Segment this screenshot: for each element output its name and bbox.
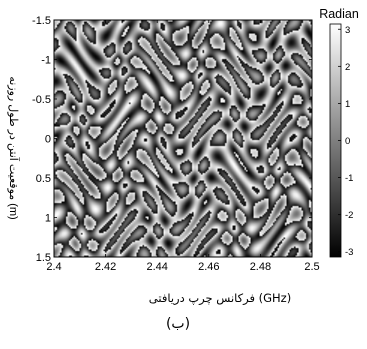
colorbar-label: Radian bbox=[319, 7, 359, 21]
y-tick-label: -0.5 bbox=[32, 94, 51, 106]
y-tick-label: -1.5 bbox=[32, 15, 51, 27]
colorbar-tick-label: 1 bbox=[345, 99, 350, 110]
y-tick-label: 1.5 bbox=[36, 252, 51, 264]
x-tick-label: 2.44 bbox=[146, 261, 167, 273]
x-axis-title: فرکانس چرپ دریافتی (GHz) bbox=[148, 291, 292, 305]
y-tick-label: 1 bbox=[45, 213, 51, 225]
x-tick-label: 2.42 bbox=[95, 261, 116, 273]
colorbar-tick-label: 0 bbox=[345, 136, 350, 147]
y-tick-label: -1 bbox=[41, 55, 51, 67]
phase-heatmap-image bbox=[54, 20, 312, 257]
y-tick-label: 0.5 bbox=[36, 173, 51, 185]
y-axis-title: موقعیت آنتن در طول روزنه (m) bbox=[0, 20, 20, 275]
y-tick-label: 0 bbox=[45, 134, 51, 146]
x-tick-label: 2.5 bbox=[304, 261, 319, 273]
colorbar-tick-label: 2 bbox=[345, 62, 350, 73]
x-tick-label: 2.48 bbox=[250, 261, 271, 273]
figure-caption: (ب) bbox=[165, 316, 191, 332]
colorbar-tick-label: -1 bbox=[345, 173, 353, 184]
colorbar-tick-label: -3 bbox=[345, 247, 353, 258]
colorbar-tick-label: 3 bbox=[345, 25, 350, 36]
x-tick-label: 2.46 bbox=[198, 261, 219, 273]
x-tick-label: 2.4 bbox=[46, 261, 61, 273]
colorbar-tick-label: -2 bbox=[345, 210, 353, 221]
y-axis-title-text: موقعیت آنتن در طول روزنه (m) bbox=[7, 76, 20, 219]
